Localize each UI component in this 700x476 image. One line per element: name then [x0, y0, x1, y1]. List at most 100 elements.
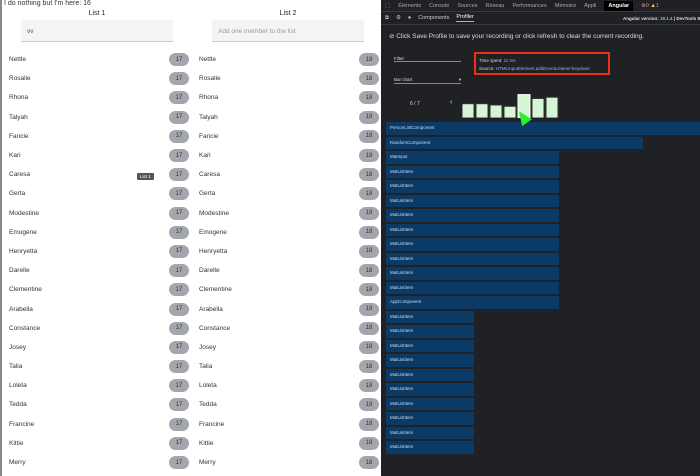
list-item[interactable]: Caresa 18: [199, 165, 379, 184]
frame-bar[interactable]: [489, 104, 503, 118]
frame-bar[interactable]: [475, 103, 489, 118]
flame-row[interactable]: MatListItem: [386, 339, 474, 352]
list-item[interactable]: Arabella 18: [199, 299, 379, 318]
list-item[interactable]: Loleta 18: [199, 376, 379, 395]
list-item[interactable]: Gerta 18: [199, 184, 379, 203]
flame-row[interactable]: RandomComponent: [386, 136, 644, 149]
frame-bar[interactable]: [531, 98, 545, 119]
list-item[interactable]: Kari 18: [199, 146, 379, 165]
list-item[interactable]: Josey 17: [9, 338, 189, 357]
list-item[interactable]: Fancie 18: [199, 127, 379, 146]
inspect-element-icon[interactable]: ⬚: [385, 2, 391, 9]
list-item[interactable]: Caresa 17: [9, 165, 189, 184]
list-item[interactable]: Constance 18: [199, 319, 379, 338]
list-item[interactable]: Francine 17: [9, 415, 189, 434]
list-item[interactable]: Tedda 18: [199, 395, 379, 414]
frame-bar[interactable]: [503, 105, 517, 118]
flame-row[interactable]: MatListItem: [386, 397, 474, 410]
filter-input[interactable]: Filter: [394, 56, 461, 62]
flame-row[interactable]: MatListItem: [386, 383, 474, 396]
tab-7[interactable]: Angular: [604, 0, 634, 11]
flame-row[interactable]: MatListItem: [386, 267, 559, 280]
list-item[interactable]: Talia 18: [199, 357, 379, 376]
list-item[interactable]: Fancie 17: [9, 127, 189, 146]
list-item[interactable]: Kittie 17: [9, 434, 189, 453]
flame-row[interactable]: MatInput: [386, 151, 559, 164]
list-item[interactable]: Francine 18: [199, 415, 379, 434]
flame-row[interactable]: MatListItem: [386, 354, 474, 367]
list-item[interactable]: Modestine 17: [9, 204, 189, 223]
list-item[interactable]: Talyah 17: [9, 108, 189, 127]
list-item[interactable]: Henryetta 17: [9, 242, 189, 261]
flame-row[interactable]: MatListItem: [386, 238, 559, 251]
list-item[interactable]: Rhona 17: [9, 88, 189, 107]
list-item[interactable]: Modestine 18: [199, 204, 379, 223]
tab-6[interactable]: Appli: [584, 2, 597, 9]
list-item[interactable]: Henryetta 18: [199, 242, 379, 261]
gear-icon[interactable]: ⚙: [395, 15, 401, 21]
flame-row[interactable]: MatListItem: [386, 441, 474, 454]
clear-icon[interactable]: ⊘: [389, 33, 395, 40]
list-item[interactable]: Clementine 18: [199, 280, 379, 299]
flame-row[interactable]: MatListItem: [386, 368, 474, 381]
list-item[interactable]: Merry 18: [199, 453, 379, 472]
list-item[interactable]: Kari 17: [9, 146, 189, 165]
tab-2[interactable]: Sources: [457, 2, 478, 9]
flame-row[interactable]: AppComponent: [386, 296, 559, 309]
list-item[interactable]: Nettle 17: [9, 50, 189, 69]
list-item[interactable]: Arabella 17: [9, 299, 189, 318]
list-item[interactable]: Emogene 18: [199, 223, 379, 242]
frame-bar[interactable]: [462, 103, 475, 118]
flame-row[interactable]: MatListItem: [386, 194, 559, 207]
source-value[interactable]: HTMLInputElement.addEventListener:keydow…: [495, 66, 590, 71]
list-item[interactable]: Emogene 17: [9, 223, 189, 242]
list-item[interactable]: Gerta 17: [9, 184, 189, 203]
list-item[interactable]: Rosalie 18: [199, 69, 379, 88]
flame-row[interactable]: MatListItem: [386, 281, 559, 294]
flame-row[interactable]: MatListItem: [386, 310, 474, 323]
list-item[interactable]: Merry 17: [9, 453, 189, 472]
list-item[interactable]: Tedda 17: [9, 395, 189, 414]
info-icon[interactable]: ●: [407, 15, 412, 21]
issues-status[interactable]: ⊗0 ▲1: [641, 3, 659, 9]
list-item[interactable]: Talyah 18: [199, 108, 379, 127]
flame-row[interactable]: MatListItem: [386, 180, 559, 193]
tab-components[interactable]: Components: [418, 15, 450, 21]
flame-row[interactable]: PersonListComponent: [386, 122, 700, 135]
flame-row[interactable]: MatListItem: [386, 426, 474, 439]
chart-type-select[interactable]: Bar chart ▾: [394, 77, 461, 84]
list-item[interactable]: Nettle 18: [199, 50, 379, 69]
list-item[interactable]: Rhona 18: [199, 88, 379, 107]
list-item[interactable]: Loleta 17: [9, 376, 189, 395]
list-item[interactable]: Darelle 17: [9, 261, 189, 280]
list-item[interactable]: Clementine 17: [9, 280, 189, 299]
inspect-icon[interactable]: ⧉: [385, 14, 389, 21]
prev-frame-icon[interactable]: ‹: [450, 99, 453, 106]
tab-0[interactable]: Éléments: [398, 2, 422, 9]
flame-row[interactable]: MatListItem: [386, 252, 559, 265]
list-item[interactable]: Darelle 18: [199, 261, 379, 280]
list-item[interactable]: Rosalie 17: [9, 69, 189, 88]
tab-5[interactable]: Mémoire: [554, 2, 577, 9]
list-item[interactable]: Constance 17: [9, 319, 189, 338]
time-label: Time spent:: [479, 58, 503, 63]
tab-3[interactable]: Réseau: [485, 2, 505, 9]
item-badge: 18: [359, 129, 379, 143]
flame-row[interactable]: MatListItem: [386, 223, 559, 236]
flame-row[interactable]: MatListItem: [386, 325, 474, 338]
tab-profiler[interactable]: Profiler: [456, 14, 474, 22]
flame-row[interactable]: MatListItem: [386, 209, 559, 222]
tab-4[interactable]: Performances: [512, 2, 547, 9]
tab-1[interactable]: Console: [429, 2, 450, 9]
list1-input[interactable]: vv: [21, 20, 173, 42]
error-count: 0: [645, 2, 649, 9]
item-badge: 17: [169, 340, 189, 354]
flame-row[interactable]: MatListItem: [386, 165, 559, 178]
flame-row[interactable]: MatListItem: [386, 412, 474, 425]
list-item[interactable]: Talia 17: [9, 357, 189, 376]
frame-bars: [462, 94, 559, 119]
frame-bar[interactable]: [545, 96, 559, 118]
list-item[interactable]: Josey 18: [199, 338, 379, 357]
list-item[interactable]: Kittie 18: [199, 434, 379, 453]
list2-input[interactable]: Add one member to the list: [212, 20, 364, 42]
